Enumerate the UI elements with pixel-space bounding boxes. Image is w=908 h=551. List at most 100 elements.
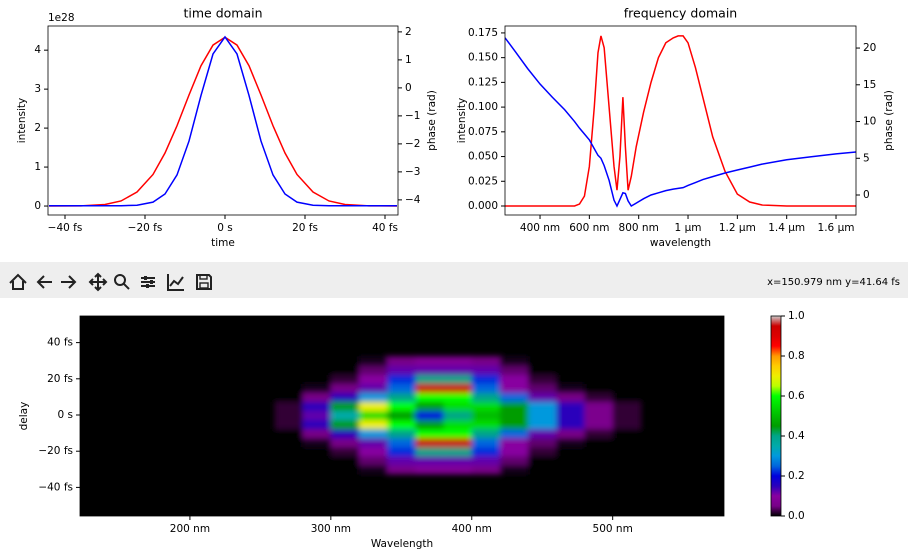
heatmap-cell bbox=[471, 401, 501, 412]
home-button[interactable] bbox=[9, 273, 27, 290]
heatmap-cell bbox=[556, 464, 586, 475]
colorbar-tick-label: 1.0 bbox=[788, 310, 805, 322]
y-offset-label: 1e28 bbox=[48, 12, 75, 24]
x-tick-label: 200 nm bbox=[170, 523, 210, 535]
heatmap-cell bbox=[556, 455, 586, 466]
heatmap-cell bbox=[443, 419, 473, 430]
status-text: x=150.979 nm y=41.64 fs bbox=[767, 277, 900, 288]
x-tick-label: 400 nm bbox=[520, 222, 560, 234]
heatmap-cell bbox=[612, 392, 642, 403]
heatmap-cell bbox=[330, 365, 360, 375]
heatmap-cell bbox=[471, 446, 501, 457]
zoom-button[interactable] bbox=[114, 274, 130, 290]
heatmap-cell bbox=[528, 428, 557, 439]
heatmap-cell bbox=[302, 392, 332, 403]
y-tick-label: 0.075 bbox=[468, 126, 498, 138]
y-tick-label: 4 bbox=[34, 44, 41, 56]
heatmap-cell bbox=[471, 383, 501, 393]
chart-title: time domain bbox=[183, 6, 262, 21]
axes-frame bbox=[504, 25, 857, 216]
y-tick-label: 3 bbox=[34, 83, 41, 95]
heatmap-cell bbox=[443, 383, 473, 393]
axes-button[interactable] bbox=[167, 274, 184, 291]
heatmap-cell bbox=[274, 410, 304, 421]
heatmap-cell bbox=[387, 464, 416, 475]
heatmap-cell bbox=[499, 446, 529, 457]
y-tick-label: 0.050 bbox=[468, 151, 498, 163]
heatmap-cell bbox=[387, 356, 416, 366]
heatmap-cell bbox=[302, 464, 332, 475]
forward-button[interactable] bbox=[61, 275, 77, 289]
heatmap-cell bbox=[359, 455, 388, 466]
heatmap-cell bbox=[528, 392, 557, 403]
y-tick-label: 0.000 bbox=[468, 200, 498, 212]
x-tick-label: 0 s bbox=[217, 222, 233, 234]
configure-button[interactable] bbox=[141, 276, 155, 288]
heatmap-cell bbox=[528, 446, 557, 457]
heatmap-cell bbox=[556, 383, 586, 393]
y2-tick-label: −3 bbox=[405, 166, 420, 178]
y-tick-label: 0.175 bbox=[468, 27, 498, 39]
heatmap-cell bbox=[584, 410, 614, 421]
heatmap-cell bbox=[528, 356, 557, 366]
x-tick-label: −20 fs bbox=[128, 222, 163, 234]
heatmap-cell bbox=[387, 392, 416, 403]
y2-tick-label: −1 bbox=[405, 110, 420, 122]
save-button[interactable] bbox=[196, 274, 212, 290]
pan-button[interactable] bbox=[88, 272, 108, 292]
heatmap-cell bbox=[612, 464, 642, 475]
heatmap-cell bbox=[415, 356, 445, 366]
heatmap-cell bbox=[471, 437, 501, 448]
series-line bbox=[505, 35, 856, 207]
y-tick-label: 0 bbox=[34, 200, 41, 212]
heatmap-cell bbox=[584, 374, 614, 384]
y-tick-label: 2 bbox=[34, 122, 41, 134]
heatmap-cell bbox=[612, 437, 642, 448]
heatmap-cell bbox=[612, 428, 642, 439]
heatmap-cell bbox=[415, 437, 445, 448]
x-tick-label: −40 fs bbox=[48, 222, 83, 234]
x-tick-label: 800 nm bbox=[619, 222, 659, 234]
heatmap-cell bbox=[471, 464, 501, 475]
plot-area bbox=[48, 35, 398, 207]
heatmap-cell bbox=[359, 383, 388, 393]
y2-tick-label: 2 bbox=[405, 26, 412, 38]
back-button[interactable] bbox=[36, 275, 52, 289]
heatmap-cell bbox=[274, 419, 304, 430]
heatmap-cell bbox=[499, 428, 529, 439]
heatmap-cell bbox=[330, 455, 360, 466]
heatmap-cells bbox=[274, 356, 642, 475]
heatmap-cell bbox=[584, 455, 614, 466]
heatmap-cell bbox=[302, 419, 332, 430]
heatmap-cell bbox=[359, 392, 388, 403]
y2-tick-label: −2 bbox=[405, 138, 420, 150]
heatmap-cell bbox=[471, 374, 501, 384]
heatmap-cell bbox=[359, 419, 388, 430]
x-tick-label: 40 fs bbox=[372, 222, 398, 234]
x-axis-label: time bbox=[211, 237, 235, 249]
heatmap-cell bbox=[443, 401, 473, 412]
heatmap-cell bbox=[471, 410, 501, 421]
heatmap-cell bbox=[443, 446, 473, 457]
heatmap-cell bbox=[443, 356, 473, 366]
heatmap-cell bbox=[499, 419, 529, 430]
colorbar-tick-label: 0.6 bbox=[788, 390, 805, 402]
heatmap-cell bbox=[302, 455, 332, 466]
heatmap-cell bbox=[274, 374, 304, 384]
heatmap-cell bbox=[556, 392, 586, 403]
y-tick-label: −40 fs bbox=[38, 481, 73, 493]
heatmap-cell bbox=[471, 356, 501, 366]
heatmap-cell bbox=[302, 437, 332, 448]
heatmap-cell bbox=[387, 383, 416, 393]
heatmap-cell bbox=[612, 446, 642, 457]
heatmap-cell bbox=[556, 374, 586, 384]
heatmap-cell bbox=[274, 428, 304, 439]
heatmap-cell bbox=[612, 455, 642, 466]
heatmap-cell bbox=[528, 383, 557, 393]
heatmap-cell bbox=[359, 464, 388, 475]
heatmap-cell bbox=[443, 428, 473, 439]
heatmap-cell bbox=[612, 365, 642, 375]
heatmap-cell bbox=[359, 428, 388, 439]
heatmap-cell bbox=[302, 383, 332, 393]
